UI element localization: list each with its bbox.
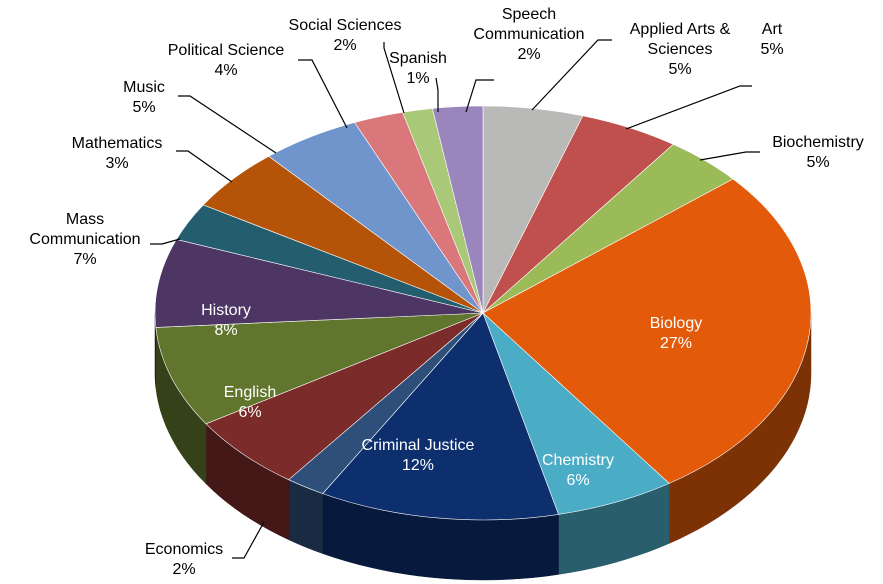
leader-line-speech-communication (465, 79, 494, 113)
slice-history (155, 312, 484, 425)
slice-mass-communication (154, 239, 484, 328)
data-label-pct-criminal-justice: 12% (402, 457, 434, 474)
data-label-biochemistry: Biochemistry (772, 134, 864, 151)
data-label-spanish: Spanish (389, 50, 447, 67)
data-label-mass-communication: Mass (66, 211, 104, 228)
leader-line-art (625, 85, 752, 130)
leader-lines (150, 39, 760, 559)
data-label-english: English (224, 384, 276, 401)
pie-sides (154, 312, 812, 581)
data-label-social-sciences: Social Sciences (289, 17, 402, 34)
slice-speech-communication (432, 105, 484, 314)
data-label-pct-history: 8% (214, 322, 237, 339)
data-label-history: History (201, 302, 251, 319)
leader-line-music (178, 95, 277, 154)
leader-line-applied-arts-sciences (531, 39, 612, 111)
leader-line-mathematics (176, 150, 233, 183)
leader-line-mass-communication (150, 238, 181, 245)
data-label-pct-art: 5% (760, 41, 783, 58)
leader-line-economics (232, 521, 265, 559)
data-label-economics: Economics (145, 541, 223, 558)
data-label-music: Music (123, 79, 165, 96)
data-label-applied-arts-sciences: Applied Arts & (630, 21, 731, 38)
data-label-art: Art (762, 21, 783, 38)
slice-biology (482, 178, 812, 484)
data-label-pct-mass-communication: 7% (73, 251, 96, 268)
data-label-speech-communication: Speech (502, 6, 556, 23)
pie-slices (154, 105, 812, 521)
data-label-mass-communication: Communication (29, 231, 140, 248)
data-label-pct-english: 6% (238, 404, 261, 421)
data-label-applied-arts-sciences: Sciences (648, 41, 713, 58)
data-label-chemistry: Chemistry (542, 452, 614, 469)
data-label-speech-communication: Communication (473, 26, 584, 43)
data-label-pct-spanish: 1% (406, 70, 429, 87)
data-label-pct-economics: 2% (172, 561, 195, 578)
data-label-pct-applied-arts-sciences: 5% (668, 61, 691, 78)
leader-line-political-science (298, 59, 348, 129)
data-label-pct-social-sciences: 2% (333, 37, 356, 54)
data-label-pct-mathematics: 3% (105, 155, 128, 172)
data-label-pct-biochemistry: 5% (806, 154, 829, 171)
slice-chemistry (482, 312, 670, 515)
leader-line-biochemistry (699, 151, 760, 161)
data-label-mathematics: Mathematics (72, 135, 163, 152)
data-label-pct-speech-communication: 2% (517, 46, 540, 63)
data-label-political-science: Political Science (168, 42, 285, 59)
data-label-pct-chemistry: 6% (566, 472, 589, 489)
data-label-criminal-justice: Criminal Justice (362, 437, 475, 454)
data-label-pct-music: 5% (132, 99, 155, 116)
leader-line-social-sciences (383, 42, 405, 114)
data-label-pct-political-science: 4% (214, 62, 237, 79)
data-label-pct-biology: 27% (660, 335, 692, 352)
slice-labels: Applied Arts & Sciences 5% Art 5% Biochemistr… (29, 6, 863, 578)
slice-english (205, 312, 484, 481)
leader-line-spanish (435, 77, 439, 112)
slice-criminal-justice (322, 312, 559, 521)
data-label-biology: Biology (650, 315, 702, 332)
